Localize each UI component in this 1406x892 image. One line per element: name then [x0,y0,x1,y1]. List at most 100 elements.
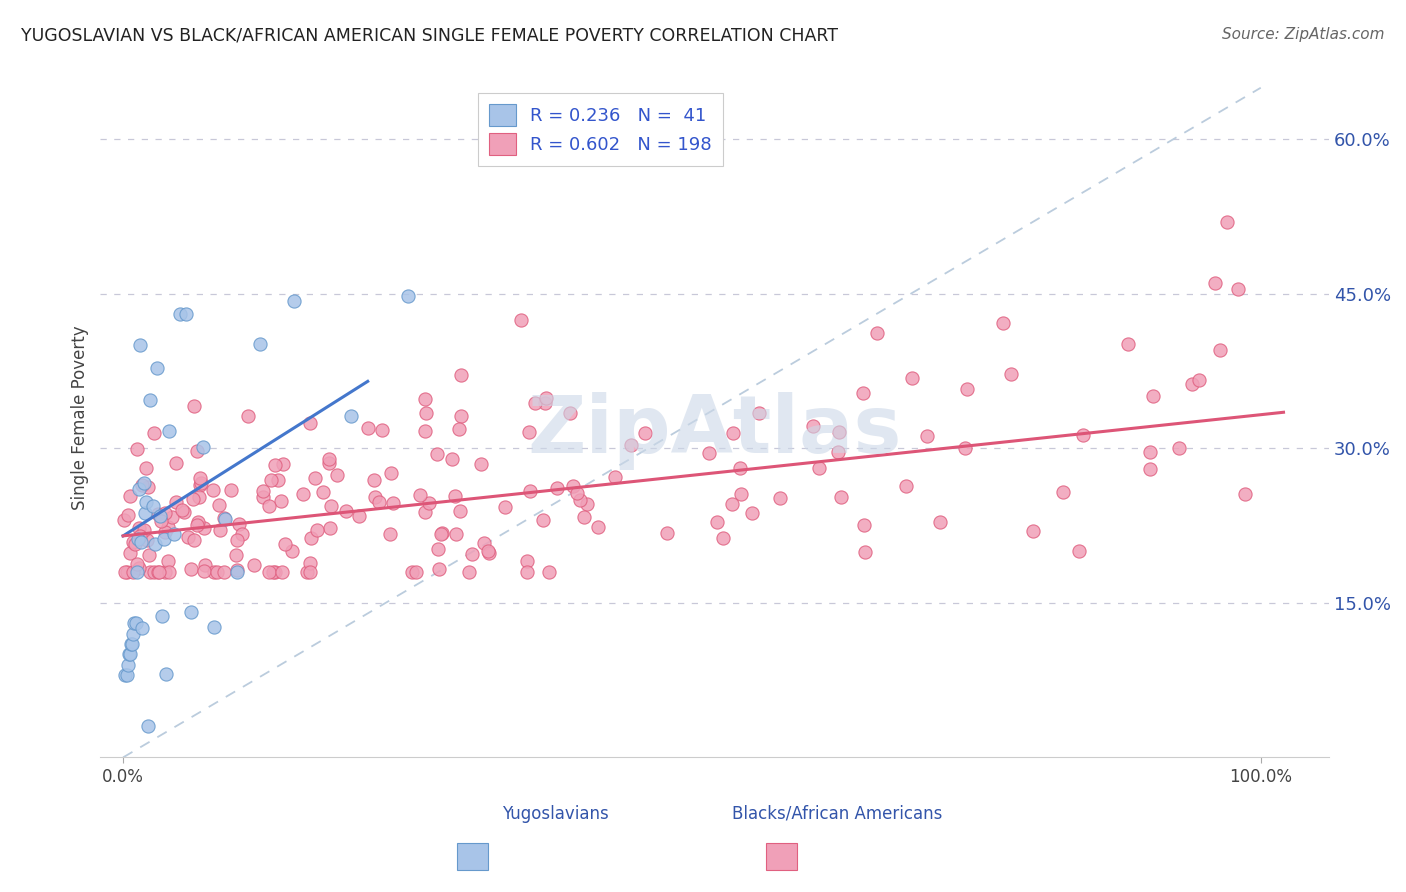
Point [447,422,470,436]
Point [165,456,187,470]
Point [711,531,734,545]
Point [1071,428,1094,442]
Point [124,536,146,550]
Point [160,510,183,524]
Point [339,409,361,423]
Point [143,537,166,551]
Point [190,475,212,490]
Point [118,546,141,560]
Point [415,406,437,420]
Point [312,485,335,500]
Point [118,648,141,662]
Point [128,520,150,534]
Point [243,558,266,573]
Point [180,605,202,619]
Point [125,566,148,580]
Point [191,440,214,454]
Point [136,480,159,494]
Point [546,481,568,495]
Point [120,637,142,651]
Point [155,525,177,540]
Point [325,467,347,482]
Point [586,520,609,534]
Point [226,564,249,578]
Point [118,648,141,662]
Point [260,473,283,487]
Point [380,466,402,480]
Point [153,533,176,547]
Point [225,565,247,579]
Point [807,461,830,475]
Point [146,507,169,521]
Point [1204,277,1226,291]
Point [121,535,143,549]
Point [1139,445,1161,459]
Point [121,565,143,579]
Point [177,530,200,544]
Point [186,444,208,458]
Point [205,565,228,579]
Point [183,533,205,548]
Point [174,307,197,321]
Point [124,616,146,631]
Point [357,420,380,434]
Point [236,409,259,423]
Point [409,488,432,502]
Point [142,426,165,441]
Point [122,627,145,641]
Point [827,444,849,458]
Point [153,506,176,520]
Point [194,558,217,573]
Point [153,565,176,579]
Point [226,533,249,547]
Point [347,509,370,524]
Point [319,521,342,535]
Point [896,479,918,493]
Point [117,657,139,672]
Point [150,514,173,528]
Point [381,495,404,509]
Point [531,513,554,527]
Point [270,494,292,508]
Point [120,489,142,503]
Point [318,451,340,466]
Point [418,496,440,510]
Point [257,565,280,579]
Point [474,536,496,550]
Point [231,527,253,541]
Point [396,288,419,302]
Text: YUGOSLAVIAN VS BLACK/AFRICAN AMERICAN SINGLE FEMALE POVERTY CORRELATION CHART: YUGOSLAVIAN VS BLACK/AFRICAN AMERICAN SI… [21,27,838,45]
Point [567,485,589,500]
Point [537,565,560,579]
Point [318,456,340,470]
Point [367,494,389,508]
Point [450,409,472,423]
Point [169,307,191,321]
Point [536,391,558,405]
Point [135,494,157,508]
Point [114,668,136,682]
Point [1116,337,1139,351]
Point [146,361,169,376]
Point [249,337,271,351]
Point [165,495,187,509]
Point [1052,484,1074,499]
Point [405,565,427,579]
Point [450,368,472,382]
Point [1188,373,1211,387]
Point [252,484,274,499]
Point [458,565,481,579]
Point [114,565,136,579]
Text: Yugoslavians: Yugoslavians [502,805,609,823]
Point [128,560,150,574]
Point [219,483,242,497]
Point [634,426,657,441]
Point [516,554,538,568]
Point [441,452,464,467]
Point [148,509,170,524]
Point [866,326,889,340]
Point [516,565,538,579]
Point [1209,343,1232,357]
Point [112,513,135,527]
Point [523,396,546,410]
